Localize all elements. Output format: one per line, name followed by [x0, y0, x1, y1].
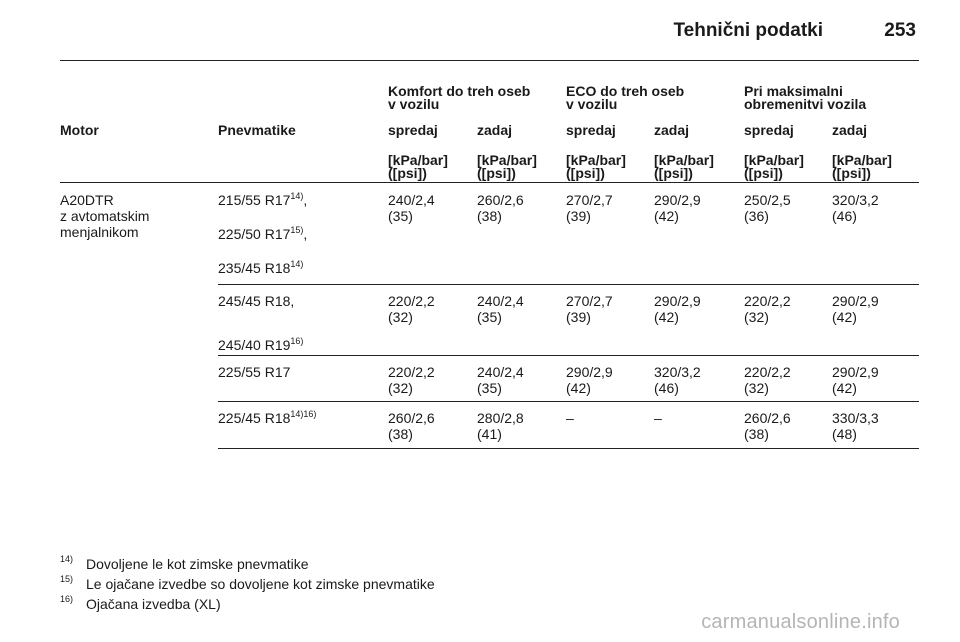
unit-header: [kPa/bar] ([psi]) — [832, 152, 892, 181]
watermark: carmanualsonline.info — [701, 611, 900, 633]
axle-header: spredaj — [744, 122, 794, 138]
pressure-value: 290/2,9 (42) — [566, 364, 613, 396]
column-header-motor: Motor — [60, 122, 99, 138]
table-header-divider — [60, 182, 919, 183]
footnote-ref: 15) — [290, 225, 304, 235]
group-header-comfort: Komfort do treh oseb v vozilu — [388, 83, 531, 112]
pressure-value: 290/2,9 (42) — [654, 293, 701, 325]
pressure-value: 240/2,4 (35) — [388, 192, 435, 224]
row-divider — [218, 284, 919, 285]
tyre-size: 245/45 R18, — [218, 293, 295, 309]
pressure-value: 220/2,2 (32) — [744, 293, 791, 325]
unit-header: [kPa/bar] ([psi]) — [744, 152, 804, 181]
footnote-ref: 14) — [290, 259, 304, 269]
pressure-value: 330/3,3 (48) — [832, 410, 879, 442]
pressure-value: 270/2,7 (39) — [566, 192, 613, 224]
tyre-size: 225/50 R1715), — [218, 225, 308, 242]
axle-header: zadaj — [832, 122, 868, 138]
page-title: Tehnični podatki — [673, 20, 823, 41]
pressure-value: 290/2,9 (42) — [654, 192, 701, 224]
pressure-value: 220/2,2 (32) — [744, 364, 791, 396]
pressure-value: 280/2,8 (41) — [477, 410, 524, 442]
pressure-value: 250/2,5 (36) — [744, 192, 791, 224]
tyre-size: 215/55 R1714), — [218, 191, 308, 208]
row-divider — [218, 355, 919, 356]
footnotes: 14) Dovoljene le kot zimske pnevmatike 15)… — [60, 554, 435, 612]
group-header-eco: ECO do treh oseb v vozilu — [566, 83, 685, 112]
tyre-size: 245/40 R1916) — [218, 336, 304, 353]
pressure-value: 290/2,9 (42) — [832, 364, 879, 396]
unit-header: [kPa/bar] ([psi]) — [654, 152, 714, 181]
axle-header: zadaj — [477, 122, 513, 138]
pressure-value: 320/3,2 (46) — [832, 192, 879, 224]
pressure-value: 290/2,9 (42) — [832, 293, 879, 325]
pressure-value: 260/2,6 (38) — [477, 192, 524, 224]
page-number: 253 — [884, 20, 916, 41]
pressure-value: 320/3,2 (46) — [654, 364, 701, 396]
tyre-size: 225/55 R17 — [218, 364, 291, 380]
pressure-value: 240/2,4 (35) — [477, 293, 524, 325]
tyre-size: 235/45 R1814) — [218, 259, 304, 276]
column-header-tyres: Pnevmatike — [218, 122, 296, 138]
axle-header: zadaj — [654, 122, 690, 138]
footnote-ref: 16) — [290, 336, 304, 346]
footnote-ref: 14)16) — [290, 409, 317, 419]
tyre-size: 225/45 R1814)16) — [218, 409, 317, 426]
pressure-value: 240/2,4 (35) — [477, 364, 524, 396]
footnote-ref: 14) — [290, 191, 304, 201]
unit-header: [kPa/bar] ([psi]) — [477, 152, 537, 181]
row-divider — [218, 448, 919, 449]
pressure-value: 220/2,2 (32) — [388, 293, 435, 325]
axle-header: spredaj — [388, 122, 438, 138]
pressure-value: – — [654, 410, 662, 426]
header-divider — [60, 60, 919, 61]
unit-header: [kPa/bar] ([psi]) — [566, 152, 626, 181]
pressure-value: 220/2,2 (32) — [388, 364, 435, 396]
unit-header: [kPa/bar] ([psi]) — [388, 152, 448, 181]
motor-cell: A20DTR z avtomatskim menjalnikom — [60, 192, 150, 240]
axle-header: spredaj — [566, 122, 616, 138]
pressure-value: 260/2,6 (38) — [388, 410, 435, 442]
group-header-max-load: Pri maksimalni obremenitvi vozila — [744, 83, 867, 112]
pressure-value: 260/2,6 (38) — [744, 410, 791, 442]
pressure-value: – — [566, 410, 574, 426]
pressure-value: 270/2,7 (39) — [566, 293, 613, 325]
row-divider — [218, 401, 919, 402]
